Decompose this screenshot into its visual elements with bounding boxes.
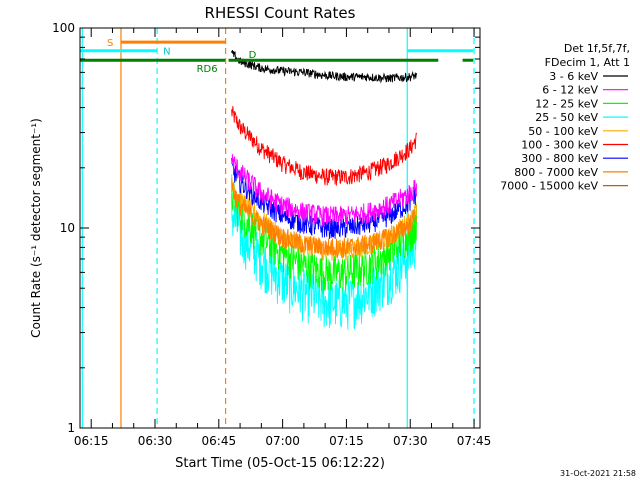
legend-entry-label: 25 - 50 keV bbox=[535, 111, 598, 124]
y-axis-label: Count Rate (s⁻¹ detector segment⁻¹) bbox=[29, 118, 43, 338]
legend-entry-label: 7000 - 15000 keV bbox=[500, 180, 598, 193]
legend-entry-label: 100 - 300 keV bbox=[521, 139, 598, 152]
x-tick-label: 06:45 bbox=[202, 434, 237, 448]
series-trace bbox=[231, 154, 418, 227]
series-trace bbox=[231, 177, 418, 294]
series-trace bbox=[231, 158, 418, 240]
y-tick-label: 1 bbox=[67, 421, 75, 435]
y-tick-label: 10 bbox=[60, 221, 75, 235]
x-tick-label: 07:30 bbox=[393, 434, 428, 448]
series-trace bbox=[231, 106, 418, 186]
legend-header-line-2: FDecim 1, Att 1 bbox=[545, 56, 630, 69]
night-flag-label: N bbox=[163, 47, 170, 58]
x-tick-label: 07:45 bbox=[457, 434, 492, 448]
legend-header-line-1: Det 1f,5f,7f, bbox=[564, 42, 630, 55]
legend-entry-label: 6 - 12 keV bbox=[542, 84, 598, 97]
series-trace bbox=[231, 50, 418, 84]
decimation-flag-label: RD6 bbox=[197, 64, 218, 75]
x-tick-label: 07:00 bbox=[265, 434, 300, 448]
d-flag-label: D bbox=[249, 50, 257, 61]
x-tick-label: 06:15 bbox=[74, 434, 109, 448]
legend-entry-label: 300 - 800 keV bbox=[521, 152, 598, 165]
saa-flag-label: S bbox=[107, 38, 113, 49]
x-tick-label: 07:15 bbox=[329, 434, 364, 448]
legend-entry-label: 800 - 7000 keV bbox=[514, 166, 598, 179]
legend-entry-label: 12 - 25 keV bbox=[535, 97, 598, 110]
legend-entry-label: 3 - 6 keV bbox=[549, 70, 598, 83]
x-axis-label: Start Time (05-Oct-15 06:12:22) bbox=[175, 456, 385, 471]
timestamp: 31-Oct-2021 21:58 bbox=[560, 469, 636, 478]
chart-title: RHESSI Count Rates bbox=[205, 4, 356, 22]
flag-bars: S N RD6 D bbox=[80, 38, 474, 75]
legend: Det 1f,5f,7f, FDecim 1, Att 1 3 - 6 keV6… bbox=[500, 42, 630, 193]
y-tick-label: 100 bbox=[52, 21, 75, 35]
series-trace bbox=[231, 183, 417, 259]
series-layer bbox=[231, 50, 418, 330]
axes: 1 10 100 06:15 06:30 06:45 07:00 07:15 07:30 07:4… bbox=[52, 21, 491, 448]
legend-entry-label: 50 - 100 keV bbox=[528, 125, 598, 138]
x-tick-label: 06:30 bbox=[138, 434, 173, 448]
